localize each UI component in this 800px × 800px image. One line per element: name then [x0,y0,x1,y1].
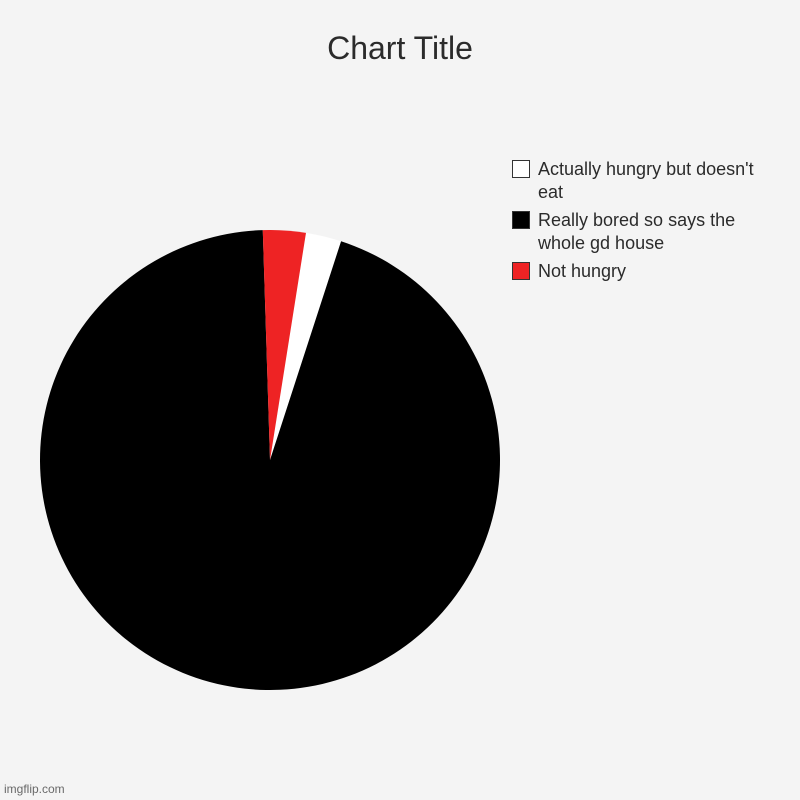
legend-label: Actually hungry but doesn't eat [538,158,782,203]
legend-item: Not hungry [512,260,782,283]
chart-title: Chart Title [0,30,800,67]
legend-label: Really bored so says the whole gd house [538,209,782,254]
legend-swatch [512,160,530,178]
legend-swatch [512,211,530,229]
watermark: imgflip.com [4,782,65,796]
legend-label: Not hungry [538,260,626,283]
legend-item: Really bored so says the whole gd house [512,209,782,254]
legend-item: Actually hungry but doesn't eat [512,158,782,203]
pie-chart [40,230,500,690]
legend-swatch [512,262,530,280]
legend: Actually hungry but doesn't eat Really bo… [512,158,782,289]
